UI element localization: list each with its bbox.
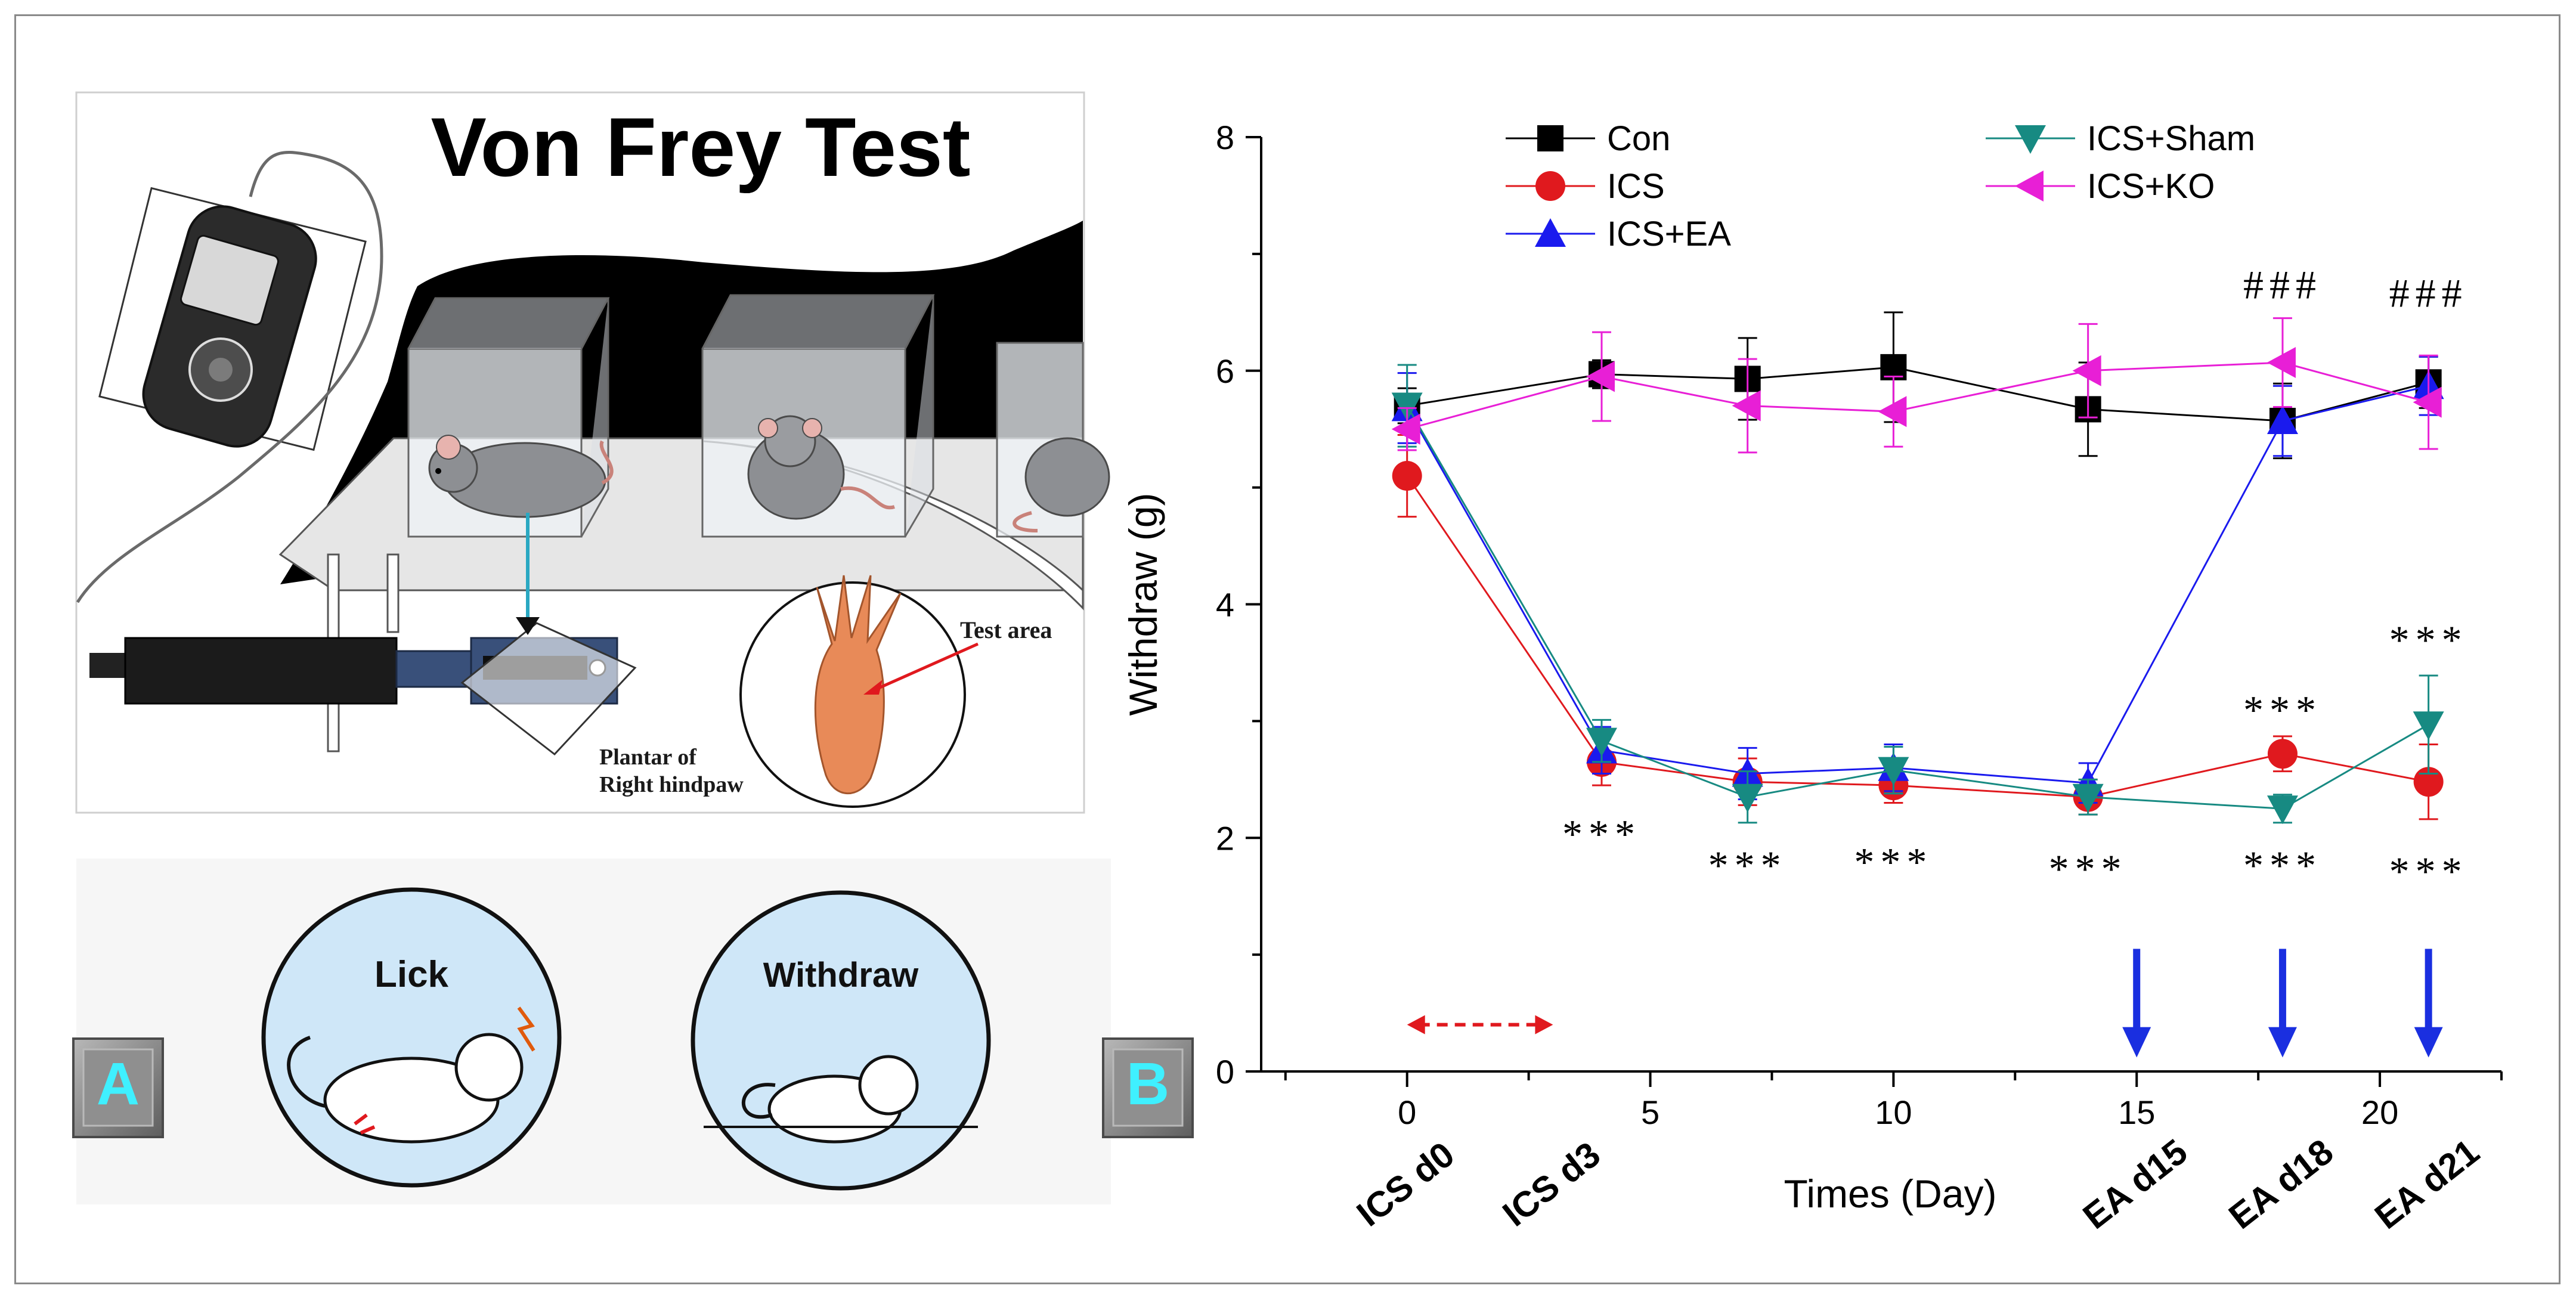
x-tick-label: 10 (1875, 1094, 1912, 1131)
mouse-cage-2 (747, 415, 895, 520)
significance-annotation: *** (2243, 687, 2322, 733)
stage-label: EA d18 (2221, 1132, 2340, 1237)
chart-series (1391, 311, 2444, 825)
stage-label: ICS d3 (1496, 1134, 1608, 1234)
data-point (2072, 783, 2104, 813)
legend-entry: ICS+KO (1986, 167, 2215, 206)
data-point (1732, 390, 1761, 422)
data-point (2072, 355, 2101, 386)
plantar-label: Plantar of (599, 745, 697, 770)
significance-annotation: *** (2049, 846, 2128, 891)
legend-marker (2015, 125, 2046, 154)
panel-a-badge: A (72, 1037, 164, 1138)
legend-marker (1535, 218, 1566, 247)
data-point (1878, 757, 1909, 786)
legend-label: ICS+Sham (2087, 119, 2255, 158)
x-tick-label: 15 (2118, 1094, 2155, 1131)
withdraw-behavior-circle: Withdraw (691, 890, 991, 1191)
y-tick-label: 0 (1216, 1053, 1234, 1091)
legend-entry: ICS (1506, 167, 1665, 206)
panel-b-badge: B (1102, 1037, 1194, 1138)
panel-a-title: Von Frey Test (431, 100, 970, 194)
ics-period-arrowhead-left (1407, 1015, 1425, 1034)
legend-entry: ICS+EA (1506, 215, 1731, 253)
y-axis-label: Withdraw (g) (1121, 492, 1165, 715)
withdraw-line-chart: 0 2 4 6 8 0 5 10 15 20 ICS d0 ICS d3 EA d15 EA d18 EA … (1121, 119, 2503, 1237)
significance-annotation: *** (2389, 617, 2468, 662)
chart-annotations: *** *** *** *** *** *** *** *** ### ### (1562, 262, 2468, 894)
significance-annotation: ### (2243, 262, 2322, 308)
x-axis-label: Times (Day) (1784, 1172, 1997, 1216)
chart-guides (1407, 949, 2443, 1058)
significance-annotation: *** (2243, 842, 2322, 888)
lick-behavior-circle: Lick (261, 887, 562, 1188)
legend-label: ICS+KO (2087, 167, 2215, 206)
data-point (1392, 461, 1422, 491)
legend-marker (2015, 171, 2044, 202)
right-hindpaw-label: Right hindpaw (599, 772, 744, 797)
significance-annotation: *** (2389, 848, 2468, 894)
withdraw-label: Withdraw (763, 956, 919, 995)
legend-label: Con (1607, 119, 1670, 158)
ics-period-arrowhead-right (1535, 1015, 1553, 1034)
data-point (1586, 361, 1615, 392)
ea-arrow-head (2414, 1027, 2443, 1058)
data-point (1391, 413, 1420, 445)
data-point (2267, 795, 2298, 825)
significance-annotation: ### (2389, 270, 2468, 315)
stage-label: EA d21 (2367, 1132, 2487, 1237)
test-area-label: Test area (960, 617, 1052, 643)
significance-annotation: *** (1854, 839, 1933, 884)
x-tick-label: 20 (2361, 1094, 2398, 1131)
mouse-cage-3 (1013, 437, 1110, 532)
data-point (2267, 405, 2298, 434)
data-point (2267, 739, 2298, 769)
legend-marker (1535, 171, 1565, 201)
x-tick-label: 5 (1641, 1094, 1659, 1131)
data-point (2413, 711, 2444, 741)
lick-label: Lick (374, 954, 449, 995)
ea-arrow-head (2122, 1027, 2151, 1058)
data-point (1732, 783, 1763, 813)
series-ics-ko (1391, 317, 2442, 454)
y-tick-label: 2 (1216, 819, 1234, 857)
data-point (1391, 392, 1423, 422)
data-point (1586, 727, 1617, 757)
mouse-cage-1 (428, 435, 614, 518)
legend-entry: ICS+Sham (1986, 119, 2255, 158)
legend-label: ICS+EA (1607, 215, 1731, 253)
y-tick-label: 6 (1216, 352, 1234, 390)
legend-entry: Con (1506, 119, 1670, 158)
panel-a-badge-letter: A (97, 1051, 140, 1117)
von-frey-meter (76, 151, 383, 603)
data-point (1878, 396, 1907, 428)
hindpaw-inset (739, 575, 979, 808)
table-leg (386, 553, 400, 633)
chart-legend: Con ICS ICS+EA ICS+Sham ICS+KO (1506, 119, 2255, 253)
legend-marker (1537, 125, 1563, 151)
significance-annotation: *** (1562, 811, 1641, 856)
stage-label: ICS d0 (1349, 1134, 1462, 1234)
y-tick-label: 4 (1216, 586, 1234, 624)
series-ics (1392, 433, 2444, 820)
y-tick-label: 8 (1216, 119, 1234, 156)
ea-arrow-head (2268, 1027, 2297, 1058)
data-point (2267, 347, 2296, 379)
legend-label: ICS (1607, 167, 1665, 206)
significance-annotation: *** (1708, 842, 1787, 888)
series-ics-sham (1391, 364, 2444, 825)
x-tick-label: 0 (1398, 1094, 1416, 1131)
data-point (2413, 386, 2442, 418)
panel-b-badge-letter: B (1126, 1051, 1169, 1117)
probe-handle (89, 513, 637, 756)
panel-a: Von Frey Test Test area Plantar of Right… (72, 91, 1111, 1204)
stage-label: EA d15 (2076, 1132, 2195, 1237)
